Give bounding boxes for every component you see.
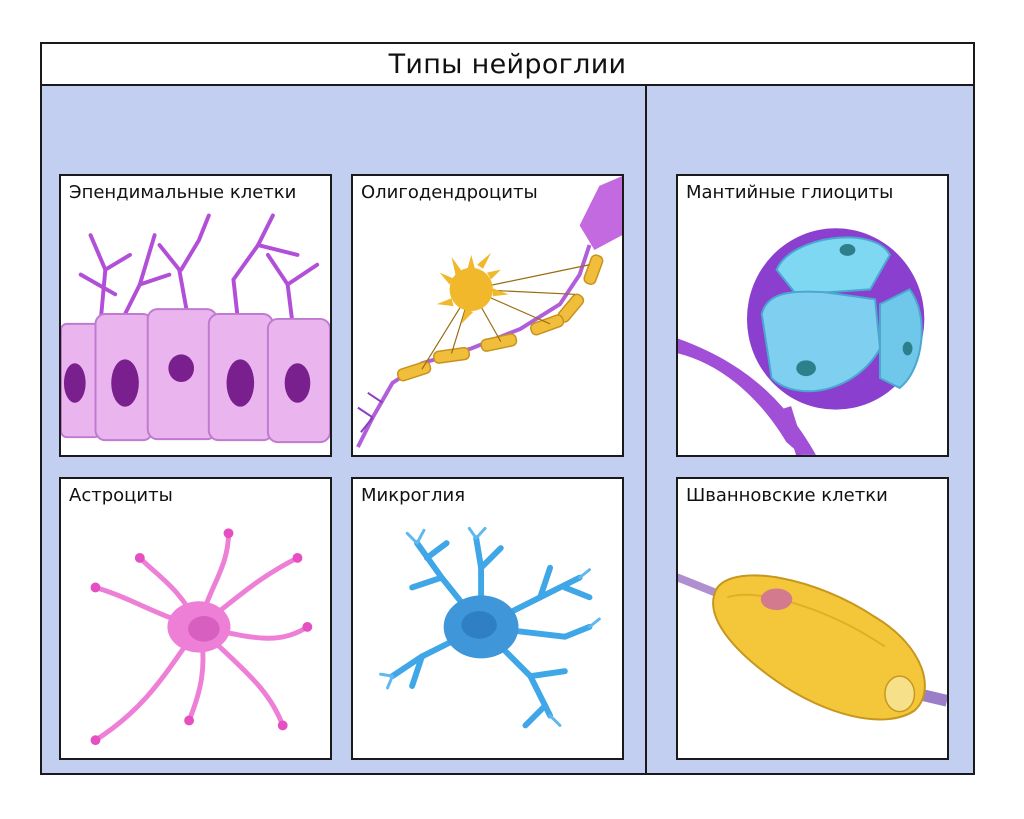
label-satellite: Мантийные глиоциты (686, 182, 894, 203)
ependymal-illustration (61, 213, 330, 444)
label-ependymal: Эпендимальные клетки (69, 182, 297, 203)
neuroglia-diagram: Типы нейроглии Эпендимальные клетки (40, 42, 975, 775)
schwann-cell-illustration (678, 573, 947, 721)
label-oligodendrocytes: Олигодендроциты (361, 182, 538, 203)
oligodendrocyte-illustration (356, 176, 622, 448)
label-microglia: Микроглия (361, 485, 466, 506)
microglia-illustration (379, 526, 601, 729)
label-schwann: Шванновские клетки (686, 485, 888, 506)
diagram-title: Типы нейроглии (42, 44, 973, 86)
panel-astrocytes: Астроциты (59, 477, 332, 760)
panel-ependymal: Эпендимальные клетки (59, 174, 332, 457)
panel-satellite: Мантийные глиоциты (676, 174, 949, 457)
label-astrocytes: Астроциты (69, 485, 173, 506)
section-divider (645, 84, 647, 773)
astrocyte-illustration (90, 528, 313, 746)
panel-schwann: Шванновские клетки (676, 477, 949, 760)
panel-microglia: Микроглия (351, 477, 624, 760)
panel-oligodendrocytes: Олигодендроциты (351, 174, 624, 457)
satellite-glia-illustration (678, 228, 925, 455)
